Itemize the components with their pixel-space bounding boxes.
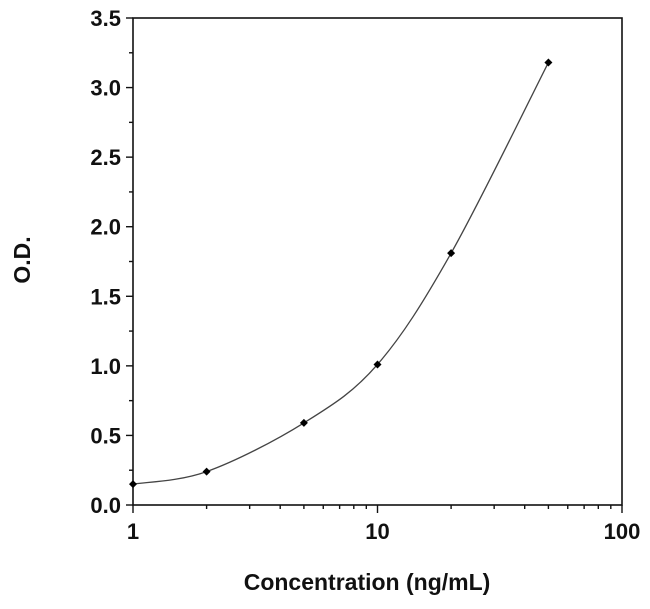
x-tick-label: 100 <box>604 519 641 544</box>
y-tick-label: 2.0 <box>90 215 121 240</box>
y-tick-label: 3.5 <box>90 6 121 31</box>
y-tick-label: 1.0 <box>90 354 121 379</box>
y-tick-label: 3.0 <box>90 76 121 101</box>
y-tick-label: 0.0 <box>90 493 121 518</box>
data-point <box>373 360 382 369</box>
data-point <box>129 480 137 489</box>
data-points <box>129 58 553 489</box>
data-point <box>447 249 456 258</box>
x-tick-label: 1 <box>127 519 139 544</box>
x-axis: 1 10 100 <box>127 505 640 544</box>
plot-area <box>132 17 623 506</box>
plot-frame <box>132 17 623 506</box>
y-tick-label: 2.5 <box>90 145 121 170</box>
y-tick-label: 0.5 <box>90 423 121 448</box>
y-tick-label: 1.5 <box>90 284 121 309</box>
data-point <box>544 58 553 67</box>
y-axis: 0.0 0.5 1.0 1.5 2.0 2.5 3.0 3.5 <box>90 6 133 518</box>
x-tick-label: 10 <box>365 519 389 544</box>
x-axis-title: Concentration (ng/mL) <box>244 569 491 595</box>
data-point <box>202 467 211 476</box>
fit-curve-line <box>132 62 549 485</box>
data-point <box>299 418 308 427</box>
y-axis-title: O.D. <box>9 236 35 283</box>
